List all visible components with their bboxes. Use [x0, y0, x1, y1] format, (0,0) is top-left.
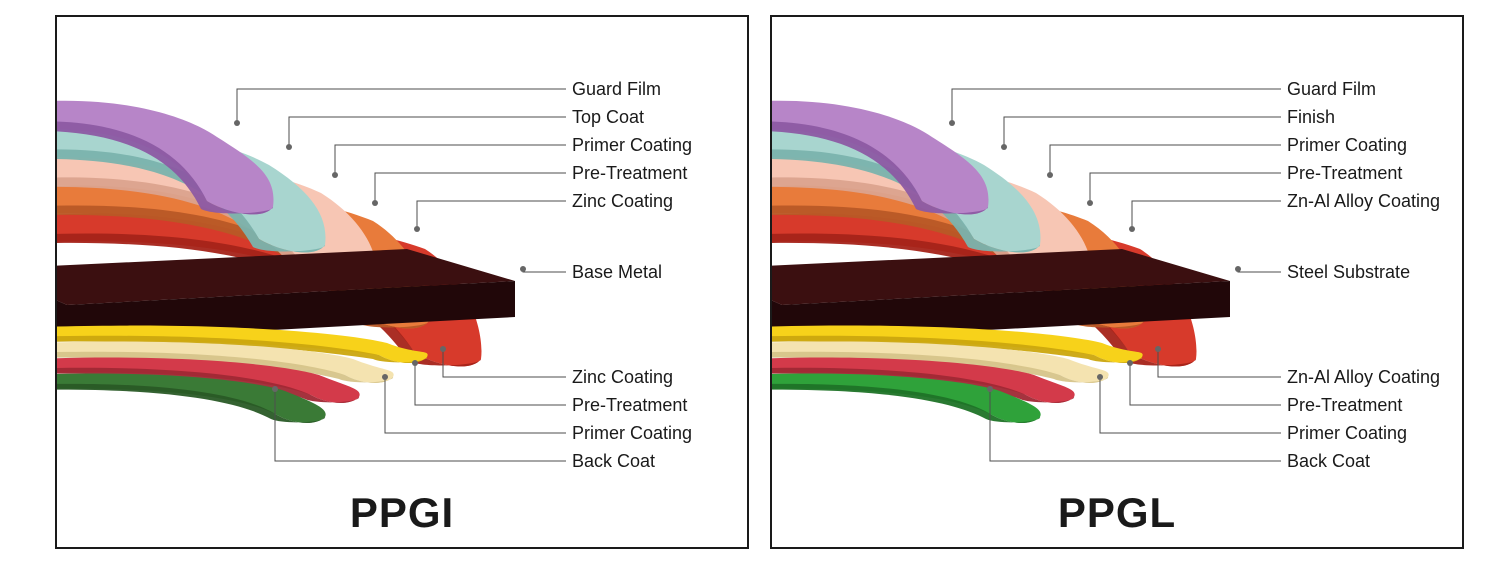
label-bottom-3: Back Coat	[1287, 451, 1370, 472]
label-top-1: Finish	[1287, 107, 1335, 128]
label-top-1: Top Coat	[572, 107, 644, 128]
label-base: Steel Substrate	[1287, 262, 1410, 283]
label-bottom-2: Primer Coating	[1287, 423, 1407, 444]
panel-ppgl: Guard Film Finish Primer Coating Pre-Treatm…	[770, 15, 1464, 549]
label-top-3: Pre-Treatment	[572, 163, 687, 184]
label-top-2: Primer Coating	[1287, 135, 1407, 156]
label-bottom-1: Pre-Treatment	[572, 395, 687, 416]
label-bottom-0: Zinc Coating	[572, 367, 673, 388]
label-top-4: Zinc Coating	[572, 191, 673, 212]
label-top-0: Guard Film	[1287, 79, 1376, 100]
panel-ppgi: Guard Film Top Coat Primer Coating Pre-Trea…	[55, 15, 749, 549]
label-bottom-1: Pre-Treatment	[1287, 395, 1402, 416]
label-bottom-2: Primer Coating	[572, 423, 692, 444]
panel-title: PPGI	[57, 489, 747, 537]
label-bottom-3: Back Coat	[572, 451, 655, 472]
panel-title: PPGL	[772, 489, 1462, 537]
label-top-2: Primer Coating	[572, 135, 692, 156]
label-top-4: Zn-Al Alloy Coating	[1287, 191, 1440, 212]
label-base: Base Metal	[572, 262, 662, 283]
label-top-0: Guard Film	[572, 79, 661, 100]
label-top-3: Pre-Treatment	[1287, 163, 1402, 184]
label-bottom-0: Zn-Al Alloy Coating	[1287, 367, 1440, 388]
